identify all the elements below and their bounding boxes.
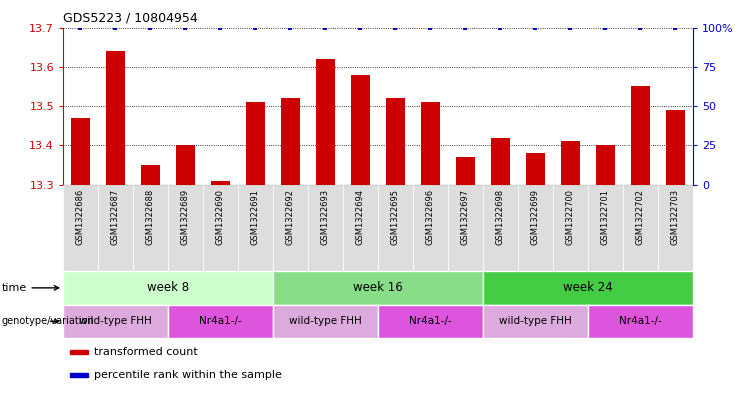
FancyBboxPatch shape [203,185,238,271]
Point [565,24,576,31]
Text: GSM1322698: GSM1322698 [496,189,505,245]
Bar [350,75,370,185]
Text: time: time [1,283,59,293]
Bar [70,351,87,354]
Text: GSM1322695: GSM1322695 [391,189,400,245]
Bar [71,118,90,185]
Text: wild-type FHH: wild-type FHH [499,316,572,326]
Bar [281,98,300,185]
Bar [665,110,685,185]
Text: Nr4a1-/-: Nr4a1-/- [619,316,662,326]
FancyBboxPatch shape [98,185,133,271]
Point [425,24,436,31]
Text: GSM1322701: GSM1322701 [601,189,610,245]
Text: GSM1322696: GSM1322696 [426,189,435,245]
FancyBboxPatch shape [308,185,343,271]
Bar [211,181,230,185]
Text: week 16: week 16 [353,281,403,294]
Point [215,24,227,31]
Text: GSM1322692: GSM1322692 [286,189,295,245]
FancyBboxPatch shape [658,185,693,271]
FancyBboxPatch shape [378,185,413,271]
Text: transformed count: transformed count [94,347,198,357]
FancyBboxPatch shape [518,185,553,271]
Bar [176,145,195,185]
FancyBboxPatch shape [168,185,203,271]
Bar [596,145,615,185]
Text: GSM1322697: GSM1322697 [461,189,470,245]
Bar [631,86,650,185]
Text: GSM1322702: GSM1322702 [636,189,645,245]
Point [529,24,541,31]
Text: week 8: week 8 [147,281,189,294]
Text: GSM1322700: GSM1322700 [566,189,575,245]
Bar [70,373,87,376]
FancyBboxPatch shape [63,185,98,271]
Bar [526,153,545,185]
Point [144,24,156,31]
Point [390,24,402,31]
FancyBboxPatch shape [448,185,483,271]
FancyBboxPatch shape [238,185,273,271]
Bar [246,102,265,185]
Text: GSM1322688: GSM1322688 [146,189,155,245]
Point [599,24,611,31]
Text: GSM1322699: GSM1322699 [531,189,540,245]
Point [250,24,262,31]
FancyBboxPatch shape [553,185,588,271]
Text: GDS5223 / 10804954: GDS5223 / 10804954 [63,12,198,25]
Point [354,24,366,31]
Text: percentile rank within the sample: percentile rank within the sample [94,370,282,380]
FancyBboxPatch shape [413,185,448,271]
Point [75,24,87,31]
Bar [456,157,475,185]
Text: GSM1322689: GSM1322689 [181,189,190,245]
Point [494,24,506,31]
Text: Nr4a1-/-: Nr4a1-/- [199,316,242,326]
Bar [386,98,405,185]
Text: GSM1322694: GSM1322694 [356,189,365,245]
FancyBboxPatch shape [483,185,518,271]
Bar [316,59,335,185]
Text: GSM1322687: GSM1322687 [111,189,120,245]
Bar [106,51,125,185]
Point [459,24,471,31]
Bar [491,138,510,185]
Text: week 24: week 24 [563,281,613,294]
Bar [141,165,160,185]
Text: genotype/variation: genotype/variation [1,316,94,326]
Point [285,24,296,31]
Point [669,24,681,31]
Text: GSM1322703: GSM1322703 [671,189,679,245]
Point [319,24,331,31]
FancyBboxPatch shape [623,185,658,271]
Text: Nr4a1-/-: Nr4a1-/- [409,316,452,326]
FancyBboxPatch shape [343,185,378,271]
Text: GSM1322691: GSM1322691 [251,189,260,245]
Point [179,24,191,31]
Text: GSM1322690: GSM1322690 [216,189,225,245]
Text: GSM1322693: GSM1322693 [321,189,330,245]
Point [634,24,646,31]
Point [110,24,122,31]
Bar [561,141,580,185]
Bar [421,102,440,185]
FancyBboxPatch shape [133,185,168,271]
Text: GSM1322686: GSM1322686 [76,189,85,245]
Text: wild-type FHH: wild-type FHH [289,316,362,326]
FancyBboxPatch shape [273,185,308,271]
FancyBboxPatch shape [588,185,623,271]
Text: wild-type FHH: wild-type FHH [79,316,152,326]
